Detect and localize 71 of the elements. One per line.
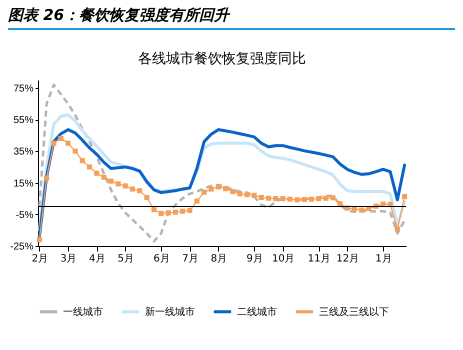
x-tick-label: 5月 — [118, 254, 134, 264]
x-tick-label: 11月 — [308, 254, 331, 264]
y-tick-label: 55% — [13, 115, 34, 126]
point — [130, 186, 136, 192]
point — [308, 196, 314, 202]
point — [359, 208, 364, 213]
point — [280, 196, 286, 202]
x-tick-label: 1月 — [375, 254, 392, 264]
legend-label: 新一线城市 — [145, 306, 195, 318]
x-tick-label: 12月 — [336, 254, 360, 264]
point — [172, 210, 178, 215]
point — [137, 188, 142, 194]
point — [330, 195, 336, 200]
x-tick-label: 10月 — [272, 254, 295, 264]
point — [122, 183, 128, 188]
point — [58, 136, 64, 142]
point — [302, 196, 307, 202]
point — [51, 140, 56, 146]
point — [180, 208, 186, 214]
y-tick-label: -25% — [10, 242, 34, 252]
point — [108, 178, 114, 184]
x-tick-label: 7月 — [182, 254, 198, 264]
y-tick-label: 15% — [13, 178, 34, 190]
y-tick-label: 75% — [13, 83, 34, 94]
x-tick-label: 8月 — [210, 254, 228, 264]
point — [244, 192, 250, 198]
point — [158, 210, 164, 216]
point — [72, 148, 78, 154]
legend-label: 二线城市 — [237, 306, 277, 318]
point — [80, 158, 85, 164]
point — [316, 196, 322, 202]
point — [287, 196, 293, 202]
point — [216, 184, 221, 190]
point — [187, 208, 192, 213]
x-tick-label: 6月 — [153, 254, 170, 264]
point — [144, 194, 150, 200]
point — [194, 198, 200, 204]
x-tick-label: 4月 — [89, 254, 106, 264]
y-tick-label: -5% — [16, 210, 34, 221]
point — [266, 196, 272, 201]
point — [323, 196, 328, 201]
point — [44, 175, 50, 181]
x-tick-label: 9月 — [246, 254, 263, 264]
legend-label: 一线城市 — [63, 306, 103, 318]
point — [223, 186, 228, 192]
point — [402, 194, 408, 200]
point — [101, 174, 106, 180]
x-tick-label: 3月 — [60, 254, 77, 264]
point — [208, 186, 214, 192]
point — [230, 189, 236, 194]
point — [87, 164, 92, 170]
point — [338, 201, 343, 206]
point — [36, 237, 42, 242]
point — [294, 197, 300, 202]
point — [116, 181, 121, 186]
point — [252, 192, 257, 198]
legend-label: 三线及三线以下 — [319, 306, 389, 318]
line-series — [38, 83, 406, 243]
point — [273, 196, 278, 202]
x-tick-label: 2月 — [32, 254, 48, 264]
point — [394, 226, 400, 232]
y-tick-label: 35% — [13, 146, 34, 158]
chart-title: 图表 26：餐饮恢复强度有所回升 — [8, 6, 455, 30]
point — [94, 170, 100, 176]
point — [151, 207, 157, 212]
point — [202, 190, 207, 195]
chart-subtitle: 各线城市餐饮恢复强度同比 — [138, 51, 306, 67]
point — [237, 191, 242, 196]
point — [166, 210, 171, 216]
point — [258, 194, 264, 200]
point — [66, 140, 71, 146]
